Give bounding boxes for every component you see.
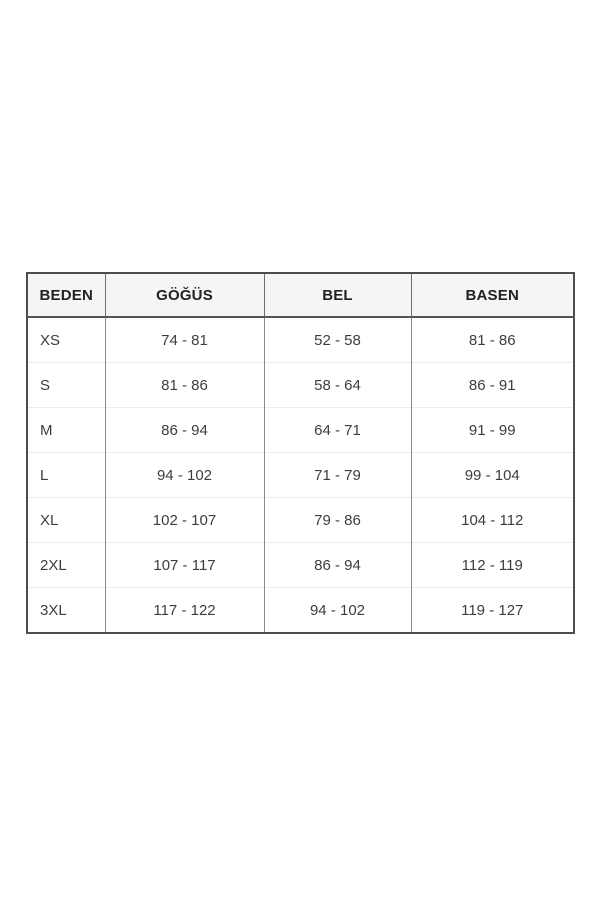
size-cell: XS <box>27 317 105 363</box>
measurement-cell: 81 - 86 <box>410 317 574 363</box>
measurement-cell: 52 - 58 <box>263 317 411 363</box>
size-cell: XL <box>27 497 105 543</box>
table-row-m: M 86 - 94 64 - 71 91 - 99 <box>27 407 574 453</box>
header-row: BEDEN GÖĞÜS BEL BASEN <box>27 273 574 318</box>
size-chart-table: BEDEN GÖĞÜS BEL BASEN XS 74 - 81 52 - 58… <box>26 272 575 634</box>
measurement-cell: 104 - 112 <box>410 497 574 543</box>
measurement-cell: 86 - 91 <box>410 362 574 408</box>
column-header-bel: BEL <box>263 273 411 318</box>
table-row-3xl: 3XL 117 - 122 94 - 102 119 - 127 <box>27 587 574 633</box>
size-chart-header: BEDEN GÖĞÜS BEL BASEN <box>27 273 574 318</box>
measurement-cell: 58 - 64 <box>263 362 411 408</box>
size-cell: 3XL <box>27 587 105 633</box>
column-header-gogus: GÖĞÜS <box>104 273 264 318</box>
size-cell: L <box>27 452 105 498</box>
measurement-cell: 107 - 117 <box>104 542 264 588</box>
measurement-cell: 81 - 86 <box>104 362 264 408</box>
table-row-l: L 94 - 102 71 - 79 99 - 104 <box>27 452 574 498</box>
column-header-basen: BASEN <box>410 273 574 318</box>
measurement-cell: 74 - 81 <box>104 317 264 363</box>
measurement-cell: 112 - 119 <box>410 542 574 588</box>
measurement-cell: 119 - 127 <box>410 587 574 633</box>
table-row-xs: XS 74 - 81 52 - 58 81 - 86 <box>27 317 574 363</box>
size-chart-body: XS 74 - 81 52 - 58 81 - 86 S 81 - 86 58 … <box>27 317 574 633</box>
table-row-s: S 81 - 86 58 - 64 86 - 91 <box>27 362 574 408</box>
measurement-cell: 91 - 99 <box>410 407 574 453</box>
measurement-cell: 86 - 94 <box>263 542 411 588</box>
measurement-cell: 117 - 122 <box>104 587 264 633</box>
size-cell: 2XL <box>27 542 105 588</box>
measurement-cell: 99 - 104 <box>410 452 574 498</box>
column-header-beden: BEDEN <box>27 273 105 318</box>
measurement-cell: 94 - 102 <box>104 452 264 498</box>
measurement-cell: 94 - 102 <box>263 587 411 633</box>
measurement-cell: 64 - 71 <box>263 407 411 453</box>
measurement-cell: 86 - 94 <box>104 407 264 453</box>
measurement-cell: 79 - 86 <box>263 497 411 543</box>
measurement-cell: 102 - 107 <box>104 497 264 543</box>
size-cell: S <box>27 362 105 408</box>
table-row-xl: XL 102 - 107 79 - 86 104 - 112 <box>27 497 574 543</box>
table-row-2xl: 2XL 107 - 117 86 - 94 112 - 119 <box>27 542 574 588</box>
size-cell: M <box>27 407 105 453</box>
measurement-cell: 71 - 79 <box>263 452 411 498</box>
